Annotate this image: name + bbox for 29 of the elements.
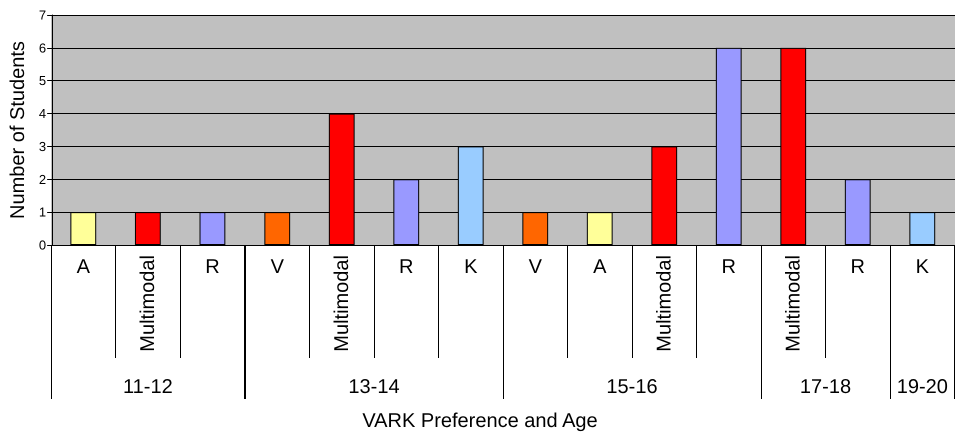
y-tick-label: 0 <box>38 238 46 252</box>
x-tick-label: R <box>850 256 866 278</box>
y-tick-label: 5 <box>38 73 46 88</box>
x-tick-label: Multimodal <box>782 255 805 352</box>
x-tick-label: R <box>722 256 736 278</box>
x-tick-label: K <box>464 256 478 278</box>
x-tick-label: R <box>398 256 414 278</box>
x-axis-title: 17-18 <box>800 376 852 398</box>
y-tick-label: 6 <box>38 40 46 56</box>
y-tick-label: 4 <box>38 106 46 122</box>
y-tick-label: 7 <box>38 8 46 22</box>
x-tick-label: A <box>593 256 608 278</box>
x-tick-label: A <box>76 256 91 278</box>
x-axis-title: 15-16 <box>606 376 658 398</box>
x-tick-label: K <box>916 256 930 278</box>
x-tick-label: R <box>205 256 220 278</box>
x-tick-label: Multimodal <box>653 255 676 352</box>
x-tick-label: Multimodal <box>330 255 352 352</box>
text: VARK Preference and Age <box>361 410 599 432</box>
x-axis-title: 19-20 <box>897 376 948 398</box>
x-axis-title: 13-14 <box>348 376 400 398</box>
x-tick-label: V <box>270 256 284 278</box>
y-tick-label: 2 <box>38 172 46 187</box>
y-axis-title: Number of Students <box>7 41 29 219</box>
y-tick-label: 1 <box>38 204 46 220</box>
y-tick-label: 3 <box>38 138 46 154</box>
x-axis-title: 11-12 <box>123 376 173 398</box>
x-tick-label: Multimodal <box>136 255 159 352</box>
x-tick-label: V <box>528 256 543 278</box>
